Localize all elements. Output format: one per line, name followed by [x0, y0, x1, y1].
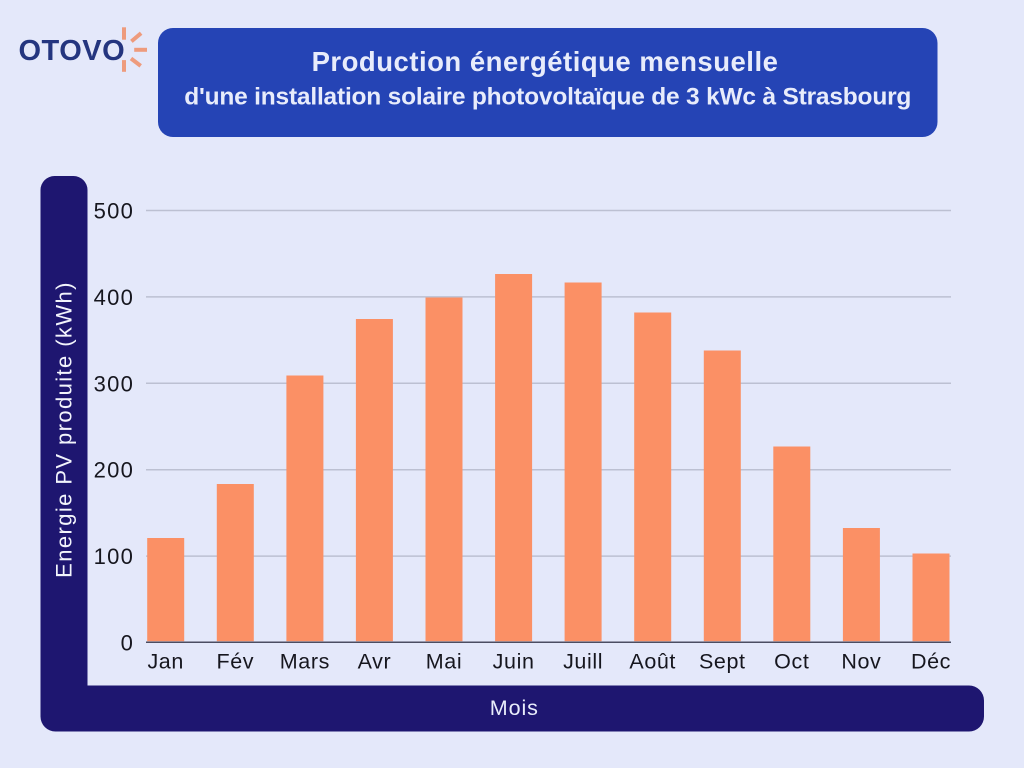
svg-text:d'une installation solaire pho: d'une installation solaire photovoltaïqu… — [184, 84, 911, 111]
svg-text:Juin: Juin — [493, 650, 535, 674]
svg-text:300: 300 — [94, 371, 135, 396]
svg-text:Mois: Mois — [490, 696, 539, 720]
svg-text:Production énergétique mensuel: Production énergétique mensuelle — [312, 46, 779, 77]
svg-text:Nov: Nov — [841, 650, 881, 674]
svg-text:100: 100 — [94, 544, 135, 569]
svg-text:Mai: Mai — [426, 650, 462, 674]
svg-text:Avr: Avr — [358, 650, 392, 674]
svg-text:0: 0 — [121, 631, 135, 656]
svg-text:500: 500 — [94, 199, 135, 224]
svg-text:Août: Août — [629, 650, 676, 674]
svg-text:Juill: Juill — [563, 650, 603, 674]
svg-text:OTOVO: OTOVO — [19, 35, 126, 67]
svg-text:Déc: Déc — [911, 650, 951, 674]
svg-text:400: 400 — [94, 285, 135, 310]
svg-text:200: 200 — [94, 458, 135, 483]
svg-text:Mars: Mars — [280, 650, 330, 674]
svg-text:Energie PV produite (kWh): Energie PV produite (kWh) — [52, 281, 77, 578]
svg-text:Fév: Fév — [216, 650, 254, 674]
svg-text:Oct: Oct — [774, 650, 809, 674]
svg-text:Sept: Sept — [699, 650, 746, 674]
svg-text:Jan: Jan — [147, 650, 183, 674]
